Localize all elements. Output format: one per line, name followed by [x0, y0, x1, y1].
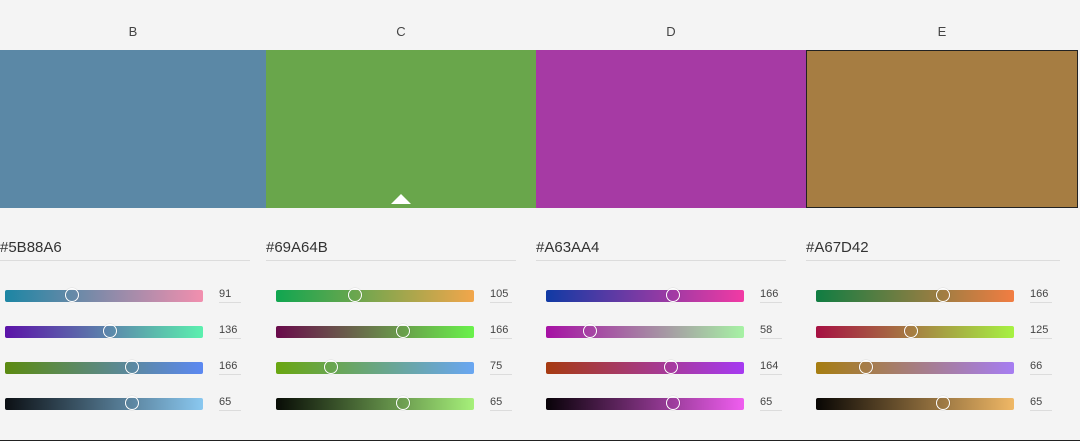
slider-thumb[interactable]	[904, 324, 919, 338]
color-column-c: C #69A64B 105 166 75 65	[266, 0, 536, 441]
color-swatch[interactable]	[806, 50, 1078, 208]
brightness-value[interactable]: 65	[760, 396, 782, 411]
red-value[interactable]: 166	[1030, 288, 1052, 303]
hex-value-field[interactable]: #A67D42	[806, 238, 1060, 261]
color-swatch[interactable]	[0, 50, 266, 208]
slider-track[interactable]	[816, 362, 1014, 374]
green-value[interactable]: 58	[760, 324, 782, 339]
blue-value[interactable]: 66	[1030, 360, 1052, 375]
slider-track[interactable]	[5, 290, 203, 302]
slider-thumb[interactable]	[935, 288, 950, 302]
column-label: E	[937, 24, 947, 39]
brightness-value[interactable]: 65	[219, 396, 241, 411]
slider-thumb[interactable]	[935, 396, 950, 410]
hex-value-field[interactable]: #69A64B	[266, 238, 516, 261]
column-label: D	[666, 24, 676, 39]
column-label: C	[396, 24, 406, 39]
slider-thumb[interactable]	[663, 360, 678, 374]
hex-value-field[interactable]: #5B88A6	[0, 238, 250, 261]
slider-thumb[interactable]	[102, 324, 117, 338]
slider-thumb[interactable]	[65, 288, 80, 302]
slider-track[interactable]	[276, 398, 474, 410]
slider-track[interactable]	[546, 290, 744, 302]
slider-thumb[interactable]	[348, 288, 363, 302]
slider-track[interactable]	[816, 398, 1014, 410]
brightness-value[interactable]: 65	[1030, 396, 1052, 411]
blue-value[interactable]: 164	[760, 360, 782, 375]
selected-caret-icon	[391, 194, 411, 204]
slider-thumb[interactable]	[395, 324, 410, 338]
blue-value[interactable]: 75	[490, 360, 512, 375]
slider-thumb[interactable]	[858, 360, 873, 374]
slider-track[interactable]	[276, 326, 474, 338]
blue-value[interactable]: 166	[219, 360, 241, 375]
slider-thumb[interactable]	[324, 360, 339, 374]
slider-track[interactable]	[276, 290, 474, 302]
slider-track[interactable]	[5, 362, 203, 374]
green-value[interactable]: 125	[1030, 324, 1052, 339]
slider-track[interactable]	[816, 290, 1014, 302]
hex-value-field[interactable]: #A63AA4	[536, 238, 786, 261]
slider-track[interactable]	[5, 398, 203, 410]
red-value[interactable]: 91	[219, 288, 241, 303]
color-column-e: E #A67D42 166 125 66 65	[806, 0, 1078, 441]
color-swatch[interactable]	[536, 50, 806, 208]
slider-track[interactable]	[546, 362, 744, 374]
slider-thumb[interactable]	[124, 360, 139, 374]
red-value[interactable]: 105	[490, 288, 512, 303]
color-swatch[interactable]	[266, 50, 536, 208]
slider-track[interactable]	[546, 398, 744, 410]
slider-thumb[interactable]	[582, 324, 597, 338]
slider-track[interactable]	[546, 326, 744, 338]
color-column-d: D #A63AA4 166 58 164 65	[536, 0, 806, 441]
brightness-value[interactable]: 65	[490, 396, 512, 411]
red-value[interactable]: 166	[760, 288, 782, 303]
green-value[interactable]: 166	[490, 324, 512, 339]
slider-track[interactable]	[276, 362, 474, 374]
slider-thumb[interactable]	[124, 396, 139, 410]
slider-thumb[interactable]	[665, 396, 680, 410]
green-value[interactable]: 136	[219, 324, 241, 339]
slider-thumb[interactable]	[395, 396, 410, 410]
slider-thumb[interactable]	[665, 288, 680, 302]
column-label: B	[128, 24, 138, 39]
color-column-b: B #5B88A6 91 136 166 65	[0, 0, 266, 441]
